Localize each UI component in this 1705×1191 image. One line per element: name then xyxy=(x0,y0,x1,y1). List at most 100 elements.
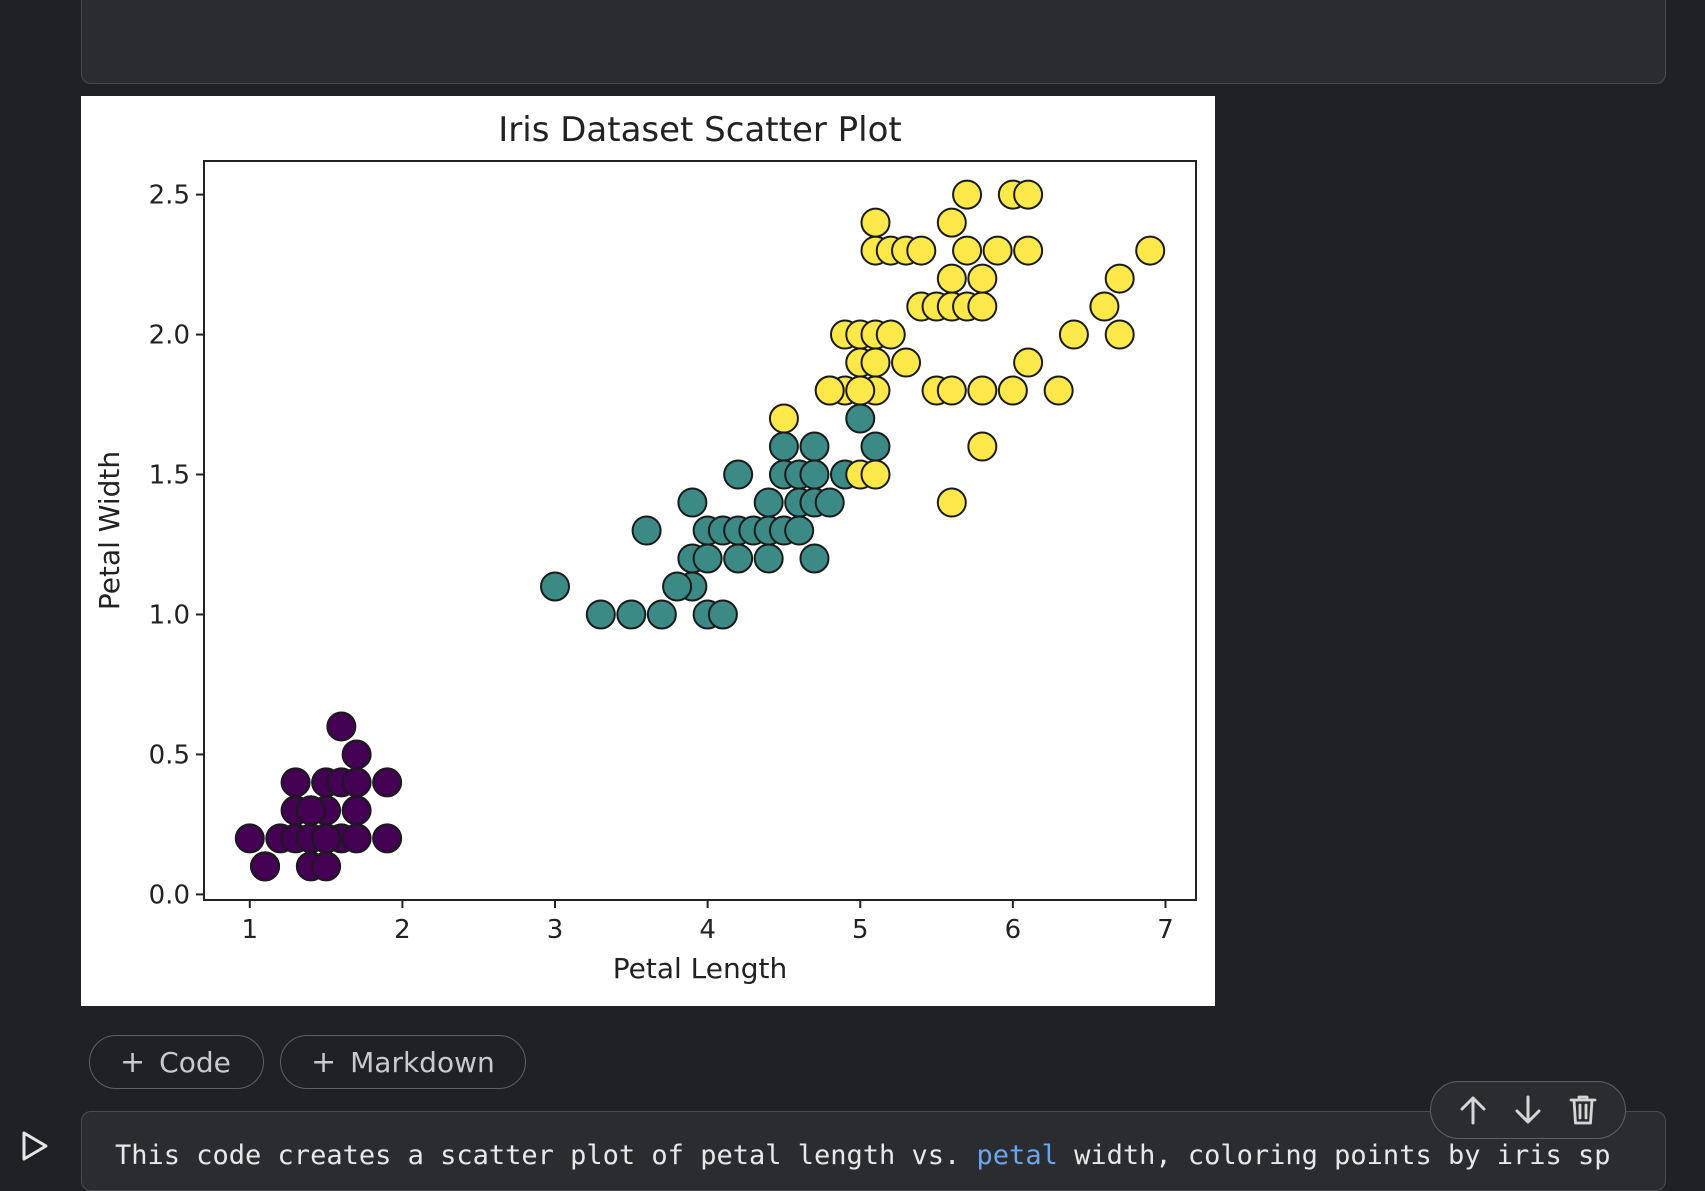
data-point xyxy=(585,599,616,630)
data-point xyxy=(707,599,738,630)
data-point xyxy=(799,431,830,462)
data-point xyxy=(1058,319,1089,350)
data-point xyxy=(372,823,403,854)
data-point xyxy=(1135,235,1166,266)
cell-toolbar xyxy=(1430,1081,1626,1139)
markdown-cell-text: This code creates a scatter plot of peta… xyxy=(115,1140,1611,1171)
data-point xyxy=(891,347,922,378)
data-point xyxy=(860,431,891,462)
data-point xyxy=(906,235,937,266)
data-point xyxy=(814,487,845,518)
move-down-button[interactable] xyxy=(1510,1092,1546,1128)
data-point xyxy=(799,543,830,574)
data-point xyxy=(280,767,311,798)
trash-icon xyxy=(1569,1095,1597,1125)
delete-cell-button[interactable] xyxy=(1565,1092,1601,1128)
data-point xyxy=(845,403,876,434)
x-tick-label: 1 xyxy=(242,915,259,945)
y-tick-label: 0.0 xyxy=(149,880,190,910)
data-point xyxy=(295,795,326,826)
data-point xyxy=(341,739,372,770)
data-point xyxy=(1043,375,1074,406)
arrow-up-icon xyxy=(1460,1096,1486,1125)
text-highlight: petal xyxy=(976,1140,1058,1171)
plus-icon: + xyxy=(311,1044,337,1080)
data-point xyxy=(952,179,983,210)
data-point xyxy=(936,375,967,406)
y-axis-label: Petal Width xyxy=(93,451,126,610)
data-point xyxy=(341,767,372,798)
data-point xyxy=(723,543,754,574)
text-segment: This code creates a scatter plot of peta… xyxy=(115,1140,977,1171)
y-tick-label: 2.5 xyxy=(149,181,190,211)
play-icon[interactable] xyxy=(20,1130,50,1162)
data-point xyxy=(341,795,372,826)
data-point xyxy=(753,543,784,574)
data-point xyxy=(753,487,784,518)
chart-title: Iris Dataset Scatter Plot xyxy=(498,110,901,150)
data-point xyxy=(1013,235,1044,266)
data-point xyxy=(677,487,708,518)
data-point xyxy=(875,319,906,350)
add-code-cell-button[interactable]: + Code xyxy=(89,1035,264,1089)
data-point xyxy=(692,543,723,574)
data-point xyxy=(250,851,281,882)
plus-icon: + xyxy=(120,1044,146,1080)
data-point xyxy=(1104,263,1135,294)
data-point xyxy=(860,207,891,238)
data-point xyxy=(967,263,998,294)
move-up-button[interactable] xyxy=(1455,1092,1491,1128)
add-markdown-cell-button[interactable]: + Markdown xyxy=(280,1035,526,1089)
x-axis-label: Petal Length xyxy=(613,952,788,985)
data-point xyxy=(341,823,372,854)
data-point xyxy=(967,375,998,406)
data-point xyxy=(982,235,1013,266)
data-point xyxy=(372,767,403,798)
data-point xyxy=(952,235,983,266)
data-point xyxy=(646,599,677,630)
data-point xyxy=(1013,347,1044,378)
plot-frame xyxy=(203,160,1197,901)
x-tick-label: 4 xyxy=(699,915,716,945)
data-point xyxy=(967,431,998,462)
data-point xyxy=(768,403,799,434)
data-point xyxy=(768,431,799,462)
data-point xyxy=(860,459,891,490)
data-point xyxy=(1013,179,1044,210)
data-point xyxy=(311,823,342,854)
cell-output: Iris Dataset Scatter Plot 1 2 3 4 5 6 7 0.0 0.5 1.… xyxy=(81,96,1215,1006)
data-point xyxy=(997,375,1028,406)
data-point xyxy=(845,375,876,406)
data-point xyxy=(311,851,342,882)
y-tick-label: 1.5 xyxy=(149,461,190,491)
data-point xyxy=(631,515,662,546)
add-code-label: Code xyxy=(159,1045,231,1079)
x-tick-label: 5 xyxy=(852,915,869,945)
data-point xyxy=(799,459,830,490)
data-point xyxy=(662,571,693,602)
x-tick-label: 2 xyxy=(394,915,411,945)
data-point xyxy=(814,375,845,406)
data-point xyxy=(723,459,754,490)
arrow-down-icon xyxy=(1515,1095,1541,1124)
data-point xyxy=(936,263,967,294)
data-point xyxy=(1089,291,1120,322)
data-point xyxy=(1104,319,1135,350)
add-markdown-label: Markdown xyxy=(350,1045,495,1079)
y-tick-label: 2.0 xyxy=(149,321,190,351)
data-point xyxy=(936,207,967,238)
data-point xyxy=(784,515,815,546)
y-tick-label: 1.0 xyxy=(149,600,190,630)
data-point xyxy=(860,347,891,378)
scatter-chart: Iris Dataset Scatter Plot 1 2 3 4 5 6 7 0.0 0.5 1.… xyxy=(93,110,1197,985)
data-point xyxy=(326,711,357,742)
data-point xyxy=(967,291,998,322)
x-tick-label: 7 xyxy=(1157,915,1174,945)
data-point xyxy=(540,571,571,602)
previous-code-cell[interactable] xyxy=(81,0,1666,84)
data-point xyxy=(936,487,967,518)
data-point xyxy=(234,823,265,854)
y-tick-label: 0.5 xyxy=(149,740,190,770)
x-tick-label: 3 xyxy=(547,915,564,945)
markdown-cell[interactable]: This code creates a scatter plot of peta… xyxy=(81,1111,1666,1191)
